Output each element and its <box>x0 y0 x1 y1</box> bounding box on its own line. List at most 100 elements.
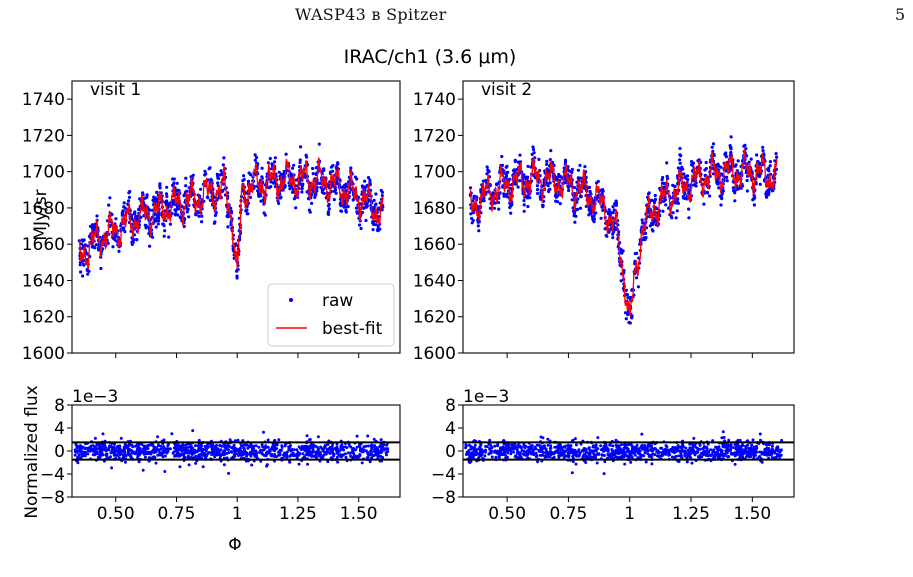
raw-point <box>208 198 212 202</box>
residual-point <box>266 445 270 449</box>
raw-point <box>86 244 90 248</box>
residual-point <box>546 443 550 447</box>
raw-point <box>525 194 529 198</box>
residual-point <box>540 445 544 449</box>
raw-point <box>190 193 195 197</box>
raw-point <box>165 194 169 199</box>
residual-point <box>194 444 197 448</box>
raw-point <box>761 145 765 149</box>
residual-point <box>326 460 330 464</box>
raw-point <box>611 205 615 209</box>
residual-point <box>464 444 468 448</box>
residual-point <box>683 452 687 456</box>
raw-point <box>522 173 526 177</box>
raw-point <box>729 135 733 139</box>
raw-point <box>222 182 226 186</box>
residual-point <box>124 443 128 447</box>
residual-point <box>305 434 309 438</box>
raw-point <box>304 153 308 157</box>
residual-point <box>483 454 487 458</box>
raw-point <box>505 192 509 196</box>
offset-text: 1e−3 <box>72 387 118 407</box>
residual-point <box>738 438 742 442</box>
residual-point <box>648 454 652 458</box>
raw-point <box>371 220 375 224</box>
residual-point <box>197 453 201 457</box>
residual-point <box>504 453 507 457</box>
residual-point <box>366 452 370 456</box>
raw-point <box>168 222 172 226</box>
raw-point <box>173 208 177 212</box>
residual-point <box>640 432 644 436</box>
raw-point <box>661 209 665 213</box>
residual-point <box>379 454 383 458</box>
residual-point <box>261 448 265 452</box>
raw-point <box>154 225 158 229</box>
residual-point <box>671 445 675 449</box>
residual-point <box>75 446 79 449</box>
raw-point <box>216 174 220 178</box>
y-tick-label: 1640 <box>22 271 65 291</box>
residual-point <box>156 435 160 439</box>
residual-point <box>98 453 102 457</box>
raw-point <box>704 167 708 171</box>
residual-point <box>118 453 122 457</box>
raw-point <box>599 216 603 220</box>
residual-point <box>523 446 527 450</box>
residual-point <box>317 453 321 457</box>
raw-point <box>82 263 86 267</box>
raw-point <box>278 196 282 200</box>
residual-point <box>102 444 106 448</box>
residual-point <box>733 454 737 458</box>
residual-point <box>183 455 187 459</box>
raw-point <box>131 237 135 241</box>
residual-point <box>288 460 291 464</box>
raw-point <box>670 216 674 220</box>
raw-point <box>162 234 166 238</box>
residual-point <box>225 444 229 448</box>
residual-point <box>748 449 752 453</box>
raw-point <box>334 191 338 195</box>
raw-point <box>679 154 683 158</box>
residual-point <box>246 446 250 450</box>
raw-point <box>374 202 378 206</box>
residual-point <box>210 453 214 456</box>
residual-point <box>197 448 201 452</box>
residual-point <box>344 455 348 459</box>
residual-point <box>586 455 590 459</box>
running-head: WASP43 в Spitzer <box>295 5 447 24</box>
residual-point <box>729 447 733 451</box>
residual-point <box>368 460 372 464</box>
raw-point <box>653 197 658 201</box>
raw-point <box>122 201 126 205</box>
residual-point <box>73 453 77 457</box>
residual-point <box>636 456 640 460</box>
y-tick-label: 0 <box>54 442 65 462</box>
residual-point <box>227 471 231 475</box>
raw-point <box>298 160 302 165</box>
residual-point <box>195 449 199 453</box>
raw-point <box>502 194 506 198</box>
residual-point <box>780 438 784 442</box>
raw-point <box>234 242 238 246</box>
residual-point <box>670 450 674 454</box>
raw-point <box>235 274 239 278</box>
raw-point <box>298 158 302 162</box>
residual-point <box>571 460 575 464</box>
residual-point <box>355 434 359 438</box>
x-tick-label: 0.75 <box>158 504 196 524</box>
raw-point <box>481 179 485 183</box>
raw-point <box>156 215 160 219</box>
raw-point <box>516 160 521 164</box>
residual-point <box>478 454 482 458</box>
residual-point <box>596 452 599 456</box>
raw-point <box>624 288 628 292</box>
raw-point <box>114 217 118 221</box>
residual-point <box>758 455 761 459</box>
raw-point <box>662 198 667 203</box>
raw-point <box>716 162 720 166</box>
raw-point <box>541 205 545 209</box>
residual-point <box>136 456 140 460</box>
residual-point <box>160 452 163 456</box>
